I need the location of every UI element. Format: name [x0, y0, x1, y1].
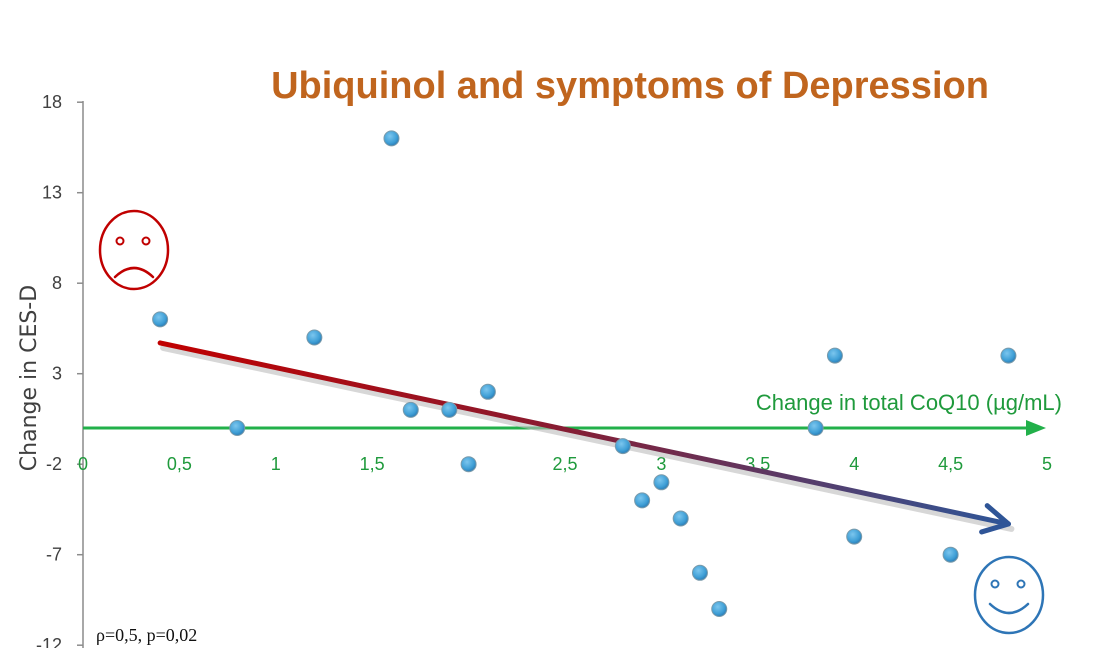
chart: Ubiquinol and symptoms of Depression 181… [0, 0, 1103, 648]
data-point [827, 348, 842, 363]
data-point [403, 402, 418, 417]
y-tick-label: -7 [46, 545, 62, 565]
data-point [673, 511, 688, 526]
x-tick-label: 1,5 [360, 454, 385, 474]
data-point [847, 529, 862, 544]
trend-arrow-shadow [163, 348, 1011, 529]
sad-face-icon [100, 211, 168, 289]
data-point [654, 475, 669, 490]
data-point [692, 565, 707, 580]
data-point [1001, 348, 1016, 363]
x-tick-label: 5 [1042, 454, 1052, 474]
data-point [808, 421, 823, 436]
data-point [615, 439, 630, 454]
y-axis-label: Change in CES-D [17, 285, 42, 471]
x-tick-label: 4,5 [938, 454, 963, 474]
trend-arrow-line [160, 343, 1008, 524]
y-tick-label: -2 [46, 454, 62, 474]
x-tick-label: 1 [271, 454, 281, 474]
data-point [712, 602, 727, 617]
x-tick-label: 2,5 [552, 454, 577, 474]
x-axis-label: Change in total CoQ10 (µg/mL) [756, 390, 1062, 415]
trend-arrow [160, 343, 1011, 532]
data-point [480, 384, 495, 399]
x-axis-arrowhead [1026, 420, 1046, 436]
happy-face-icon [975, 557, 1043, 633]
y-tick-label: 3 [52, 364, 62, 384]
data-point [943, 547, 958, 562]
data-point [461, 457, 476, 472]
y-ticks: 18 13 8 3 -2 -7 -12 [36, 92, 83, 648]
x-tick-label: 0 [78, 454, 88, 474]
y-tick-label: 13 [42, 183, 62, 203]
stats-annotation: ρ=0,5, p=0,02 [96, 625, 197, 645]
y-tick-label: -12 [36, 635, 62, 648]
chart-title: Ubiquinol and symptoms of Depression [271, 65, 989, 107]
x-tick-label: 0,5 [167, 454, 192, 474]
data-point [153, 312, 168, 327]
x-ticks: 00,511,522,533,544,55 [78, 454, 1052, 474]
data-point [635, 493, 650, 508]
data-point [442, 402, 457, 417]
y-tick-label: 8 [52, 273, 62, 293]
data-point [307, 330, 322, 345]
y-tick-label: 18 [42, 92, 62, 112]
x-tick-label: 4 [849, 454, 859, 474]
data-point [384, 131, 399, 146]
data-point [230, 421, 245, 436]
